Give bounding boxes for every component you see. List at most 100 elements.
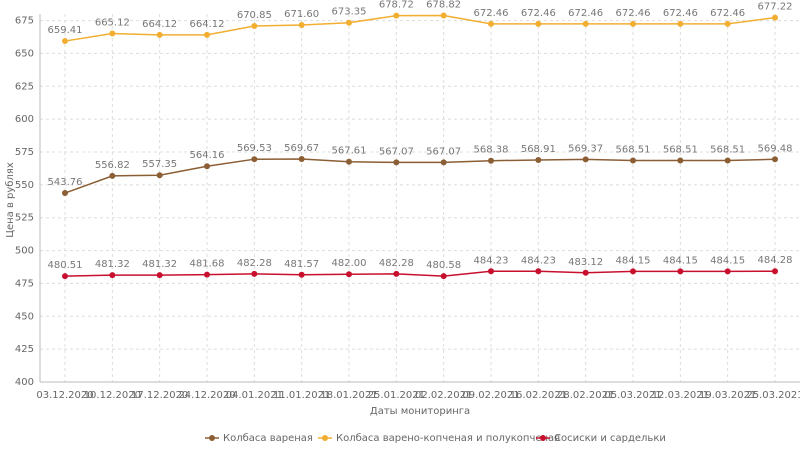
y-tick-label: 450 xyxy=(15,311,34,322)
x-tick-label: 24.12.2020 xyxy=(178,390,235,401)
series-line xyxy=(64,14,776,42)
x-tick-label: 25.03.2021 xyxy=(746,390,800,401)
value-label: 557.35 xyxy=(142,159,177,170)
value-label: 480.58 xyxy=(426,260,461,271)
value-label: 484.15 xyxy=(663,255,698,266)
data-point xyxy=(488,268,494,275)
data-point xyxy=(62,38,68,45)
value-label: 567.61 xyxy=(332,146,367,157)
value-label: 569.53 xyxy=(237,143,272,154)
x-tick-label: 25.01.2021 xyxy=(368,390,425,401)
x-tick-label: 09.02.2021 xyxy=(462,390,519,401)
value-label: 480.51 xyxy=(48,260,83,271)
value-label: 671.60 xyxy=(284,9,319,20)
data-point xyxy=(393,270,400,277)
data-point xyxy=(724,268,731,275)
legend-marker xyxy=(209,435,215,441)
x-tick-label: 18.01.2021 xyxy=(320,390,377,401)
x-tick-label: 17.12.2020 xyxy=(131,390,188,401)
value-label: 556.82 xyxy=(95,160,130,171)
x-tick-label: 19.03.2021 xyxy=(699,390,756,401)
value-label: 664.12 xyxy=(190,19,225,30)
value-label: 678.82 xyxy=(426,0,461,11)
x-tick-label: 28.02.2021 xyxy=(557,390,614,401)
value-label: 672.46 xyxy=(521,8,556,19)
value-label: 569.48 xyxy=(758,143,793,154)
data-point xyxy=(677,20,684,27)
data-point xyxy=(582,269,589,276)
data-point xyxy=(582,156,589,163)
value-label: 677.22 xyxy=(758,2,793,13)
value-label: 672.46 xyxy=(568,8,603,19)
data-point xyxy=(535,157,542,164)
y-tick-label: 475 xyxy=(15,278,34,289)
data-point xyxy=(677,157,684,164)
y-axis-title: Цена в рублях xyxy=(5,162,16,238)
value-label: 481.32 xyxy=(95,259,130,270)
value-label: 482.00 xyxy=(332,258,367,269)
value-label: 678.72 xyxy=(379,0,414,11)
value-label: 673.35 xyxy=(332,7,367,18)
value-label: 568.51 xyxy=(663,145,698,156)
data-point xyxy=(393,159,400,166)
legend-marker xyxy=(322,435,328,441)
value-label: 659.41 xyxy=(48,25,83,36)
y-tick-label: 525 xyxy=(15,213,34,224)
value-label: 481.68 xyxy=(190,259,225,270)
data-point xyxy=(346,158,352,165)
data-point xyxy=(488,20,494,27)
data-point xyxy=(298,156,305,163)
legend-marker xyxy=(540,435,546,441)
value-label: 665.12 xyxy=(95,18,130,29)
data-point xyxy=(440,273,447,280)
value-label: 664.12 xyxy=(142,19,177,30)
y-tick-label: 550 xyxy=(15,180,34,191)
data-point xyxy=(630,157,636,164)
x-tick-label: 04.01.2021 xyxy=(226,390,283,401)
data-point xyxy=(204,163,210,170)
value-label: 670.85 xyxy=(237,10,272,21)
value-label: 672.46 xyxy=(710,8,745,19)
x-tick-label: 10.12.2020 xyxy=(84,390,141,401)
data-point xyxy=(535,268,542,275)
data-point xyxy=(62,273,68,280)
value-label: 672.46 xyxy=(616,8,651,19)
data-point xyxy=(772,268,778,275)
value-label: 484.15 xyxy=(616,255,651,266)
value-label: 569.67 xyxy=(284,143,319,154)
data-point xyxy=(724,157,731,164)
x-tick-label: 05.03.2021 xyxy=(604,390,661,401)
data-point xyxy=(440,159,447,166)
data-point xyxy=(298,22,305,29)
data-point xyxy=(724,20,731,27)
value-label: 543.76 xyxy=(48,177,83,188)
data-point xyxy=(109,272,116,279)
legend-label: Колбаса варено-копченая и полукопченая xyxy=(336,433,560,444)
data-point xyxy=(156,272,163,279)
data-point xyxy=(630,268,636,275)
y-tick-label: 400 xyxy=(15,377,34,388)
data-point xyxy=(251,23,258,30)
data-point xyxy=(772,14,778,21)
data-point xyxy=(582,20,589,27)
value-label: 484.15 xyxy=(710,255,745,266)
value-label: 484.23 xyxy=(474,255,509,266)
x-tick-label: 12.03.2021 xyxy=(652,390,709,401)
data-point xyxy=(393,12,400,19)
y-tick-label: 600 xyxy=(15,114,34,125)
data-point xyxy=(251,270,258,277)
series-line xyxy=(64,158,776,194)
value-label: 567.07 xyxy=(379,146,414,157)
value-label: 483.12 xyxy=(568,257,603,268)
value-label: 484.23 xyxy=(521,255,556,266)
value-label: 568.51 xyxy=(710,145,745,156)
y-tick-label: 625 xyxy=(15,81,34,92)
data-point xyxy=(346,271,352,278)
value-label: 567.07 xyxy=(426,146,461,157)
data-point xyxy=(440,12,447,19)
data-point xyxy=(156,172,163,179)
data-point xyxy=(62,190,68,197)
data-point xyxy=(535,20,542,27)
value-label: 482.28 xyxy=(237,258,272,269)
